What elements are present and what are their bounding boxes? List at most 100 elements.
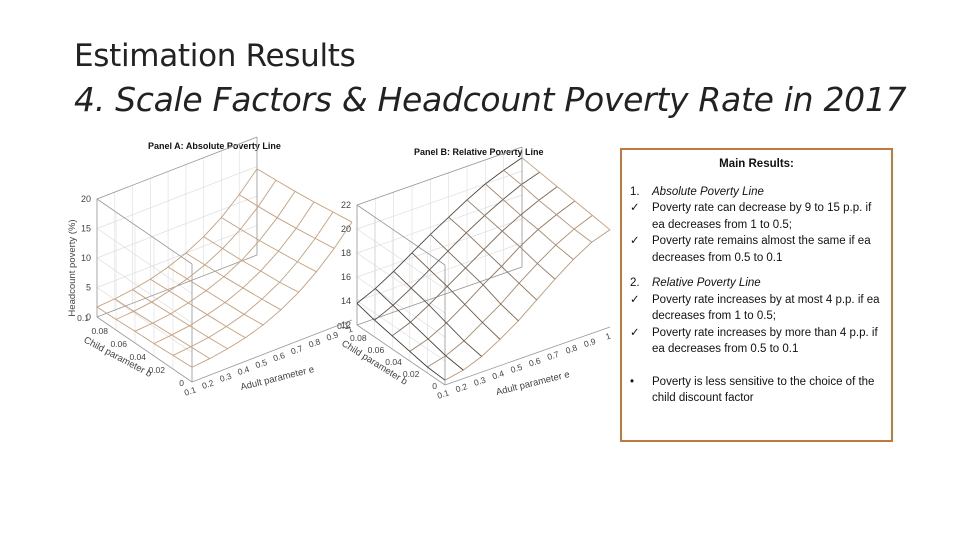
surface-line xyxy=(153,201,315,345)
grid-line xyxy=(356,242,523,362)
axis-line xyxy=(356,266,523,326)
x-axis-label: Adult parameter e xyxy=(239,364,315,393)
x-tick-label: 0.3 xyxy=(218,371,233,384)
x-tick-label: 1 xyxy=(346,324,354,335)
surface-line xyxy=(375,288,464,371)
surface-line xyxy=(427,215,593,368)
z-tick-label: 16 xyxy=(341,272,351,282)
slide-subtitle: 4. Scale Factors & Headcount Poverty Rat… xyxy=(74,80,907,119)
surface-line xyxy=(96,306,193,368)
axis-line xyxy=(356,146,523,206)
result-text: Poverty rate can decrease by 9 to 15 p.p… xyxy=(652,202,872,231)
x-tick-label: 0.2 xyxy=(454,381,469,394)
checkmark-icon: ✓ xyxy=(630,202,640,214)
surface-line xyxy=(114,298,211,359)
result-text: Poverty rate increases by at most 4 p.p.… xyxy=(652,293,880,323)
checkmark-icon: ✓ xyxy=(630,326,640,339)
result-item: ✓ Poverty rate increases by more than 4 … xyxy=(630,325,883,358)
x-tick-label: 0.3 xyxy=(473,375,488,388)
surface-line xyxy=(256,168,353,223)
section-number: 1. xyxy=(630,185,640,198)
result-text: Poverty rate remains almost the same if … xyxy=(652,235,871,264)
x-tick-label: 0.4 xyxy=(236,364,251,377)
surface-line xyxy=(391,186,558,337)
x-tick-label: 0.6 xyxy=(528,355,543,368)
z-tick-label: 12 xyxy=(341,320,351,330)
surface-line xyxy=(430,234,519,322)
x-tick-label: 0.7 xyxy=(546,349,561,362)
surface-line xyxy=(221,217,317,273)
surface-line xyxy=(150,278,246,339)
grid-line xyxy=(356,146,523,266)
z-axis-label: Headcount poverty (%) xyxy=(67,219,78,316)
checkmark-icon: ✓ xyxy=(630,293,640,306)
result-text: Poverty is less sensitive to the choice … xyxy=(652,375,875,405)
y-tick-label: 0 xyxy=(432,381,437,391)
y-tick-label: 0.04 xyxy=(129,352,146,362)
axes-frame xyxy=(356,146,611,386)
y-tick-label: 0.02 xyxy=(148,365,165,375)
result-item: ✓ Poverty rate increases by at most 4 p.… xyxy=(630,292,883,325)
axis-line xyxy=(356,204,446,266)
surface-line xyxy=(448,216,537,301)
z-tick-label: 15 xyxy=(81,224,91,234)
z-tick-label: 0 xyxy=(86,312,91,322)
surface-line xyxy=(374,171,540,321)
surface-mesh xyxy=(356,157,611,381)
y-tick-label: 0.04 xyxy=(385,357,402,367)
surface-line xyxy=(96,168,258,308)
y-tick-label: 0.1 xyxy=(77,313,89,323)
z-tick-label: 5 xyxy=(86,283,91,293)
result-item: ✓ Poverty rate remains almost the same i… xyxy=(630,233,883,266)
x-tick-label: 0.1 xyxy=(183,384,198,397)
surface-line xyxy=(466,199,556,280)
x-tick-label: 0.5 xyxy=(509,362,524,375)
x-tick-label: 0.6 xyxy=(272,350,287,363)
surface-line xyxy=(185,252,282,311)
grid-line xyxy=(356,170,523,290)
surface-line xyxy=(485,183,574,260)
surface-line xyxy=(503,169,592,243)
axis-line xyxy=(96,136,258,200)
y-tick-label: 0.02 xyxy=(403,369,420,379)
x-tick-label: 0.9 xyxy=(583,336,598,349)
checkmark-icon: ✓ xyxy=(630,235,640,247)
result-text: Poverty rate increases by more than 4 p.… xyxy=(652,326,878,356)
bullet-icon: • xyxy=(630,375,635,388)
surface-line xyxy=(521,157,611,231)
surface-line xyxy=(411,252,501,340)
y-tick-label: 0.06 xyxy=(368,345,385,355)
surface-line xyxy=(167,266,264,326)
z-tick-label: 14 xyxy=(341,296,351,306)
surface-line xyxy=(238,194,335,249)
surface-line xyxy=(203,236,299,293)
y-tick-label: 0.08 xyxy=(91,326,108,336)
y-tick-label: 0 xyxy=(179,378,184,388)
surface-line xyxy=(444,229,611,381)
x-tick-label: 0.2 xyxy=(201,378,216,391)
x-tick-label: 0.8 xyxy=(307,336,322,349)
axis-line xyxy=(191,319,353,383)
surface-line xyxy=(191,221,353,368)
surface-mesh xyxy=(96,168,353,368)
surface-line xyxy=(132,289,228,350)
panel-b-title: Panel B: Relative Poverty Line xyxy=(414,147,544,157)
section-number: 2. xyxy=(630,277,640,289)
z-tick-label: 20 xyxy=(341,224,351,234)
z-tick-label: 20 xyxy=(81,194,91,204)
y-tick-label: 0.1 xyxy=(337,321,349,331)
surface-line xyxy=(356,157,523,304)
results-section-absolute: 1. Absolute Poverty Line ✓ Poverty rate … xyxy=(630,184,883,267)
surface-line xyxy=(134,191,296,332)
axis-line xyxy=(356,324,446,386)
x-tick-label: 0.9 xyxy=(325,329,340,342)
slide-title: Estimation Results xyxy=(74,38,356,74)
x-tick-label: 0.7 xyxy=(290,343,305,356)
surface-line xyxy=(409,200,576,352)
surface-line xyxy=(393,270,482,357)
x-tick-label: 0.4 xyxy=(491,368,506,381)
z-tick-label: 10 xyxy=(81,253,91,263)
x-tick-label: 0.8 xyxy=(564,342,579,355)
